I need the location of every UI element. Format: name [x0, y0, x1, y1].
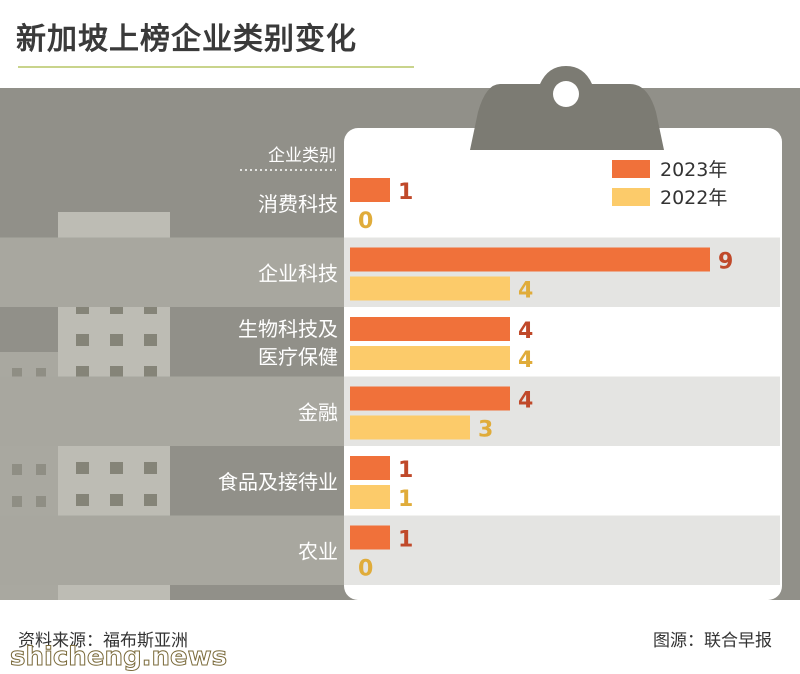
row-band — [344, 515, 780, 585]
data-label: 0 — [358, 209, 373, 234]
legend-label: 2022年 — [660, 187, 727, 209]
clip-hole — [553, 81, 579, 107]
data-label: 4 — [518, 279, 533, 304]
clipboard-clip — [470, 66, 664, 150]
building-window — [110, 366, 123, 378]
page-title: 新加坡上榜企业类别变化 — [16, 22, 357, 57]
category-header: 企业类别 — [268, 146, 336, 166]
building-window — [144, 462, 157, 474]
building-window — [36, 368, 46, 379]
bar-2022 — [350, 485, 390, 509]
building-window — [36, 496, 46, 507]
data-label: 0 — [358, 557, 373, 582]
building-window — [36, 464, 46, 475]
data-label: 4 — [518, 389, 533, 414]
legend-label: 2023年 — [660, 159, 727, 181]
building-window — [144, 366, 157, 378]
data-label: 1 — [398, 528, 413, 553]
building-window — [110, 462, 123, 474]
bar-2023 — [350, 456, 390, 480]
category-label: 医疗保健 — [258, 345, 338, 369]
building-window — [144, 334, 157, 346]
category-label: 消费科技 — [258, 192, 338, 216]
building-window — [76, 334, 89, 346]
building-window — [76, 366, 89, 378]
category-label: 农业 — [298, 539, 338, 563]
building-window — [144, 494, 157, 506]
data-label: 9 — [718, 250, 733, 275]
category-label: 生物科技及 — [238, 317, 338, 341]
building-window — [110, 334, 123, 346]
building-window — [12, 464, 22, 475]
bar-2023 — [350, 317, 510, 341]
category-label: 金融 — [298, 400, 338, 424]
legend: 2023年 2022年 — [612, 159, 727, 209]
building-window — [12, 368, 22, 379]
data-label: 1 — [398, 458, 413, 483]
watermark: shicheng.news — [9, 642, 228, 673]
data-label: 1 — [398, 487, 413, 512]
category-label: 企业科技 — [258, 261, 338, 285]
source-note: 资料来源：福布斯亚洲 — [18, 631, 188, 651]
bar-2023 — [350, 386, 510, 411]
building-window — [110, 494, 123, 506]
building-window — [76, 462, 89, 474]
bar-2022 — [350, 276, 510, 301]
building-window — [76, 494, 89, 506]
data-label: 4 — [518, 348, 533, 373]
image-credit: 图源：联合早报 — [653, 631, 772, 651]
legend-swatch — [612, 188, 650, 206]
data-label: 1 — [398, 180, 413, 205]
legend-swatch — [612, 160, 650, 178]
data-label: 3 — [478, 418, 493, 443]
bar-2023 — [350, 525, 390, 550]
data-label: 4 — [518, 319, 533, 344]
bar-2023 — [350, 247, 710, 272]
building-window — [12, 496, 22, 507]
bar-2023 — [350, 178, 390, 202]
bar-2022 — [350, 415, 470, 440]
bar-2022 — [350, 346, 510, 370]
title-underline — [18, 66, 414, 68]
category-label: 食品及接待业 — [218, 470, 338, 494]
